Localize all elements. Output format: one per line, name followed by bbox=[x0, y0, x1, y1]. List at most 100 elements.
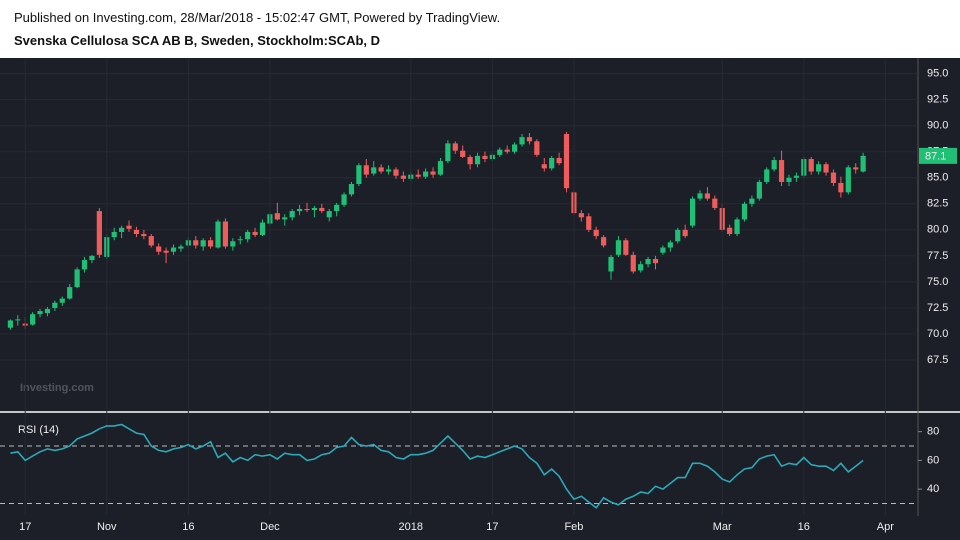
candle-body bbox=[541, 164, 547, 169]
candle-body bbox=[786, 177, 792, 182]
candle-body bbox=[823, 164, 829, 173]
x-tick-label: 16 bbox=[182, 521, 194, 533]
candle-body bbox=[200, 240, 206, 247]
x-tick-label: Feb bbox=[564, 521, 583, 533]
chart: RSI (14) Investing.com 67.5 70.0 72.5 75.0 7… bbox=[0, 58, 960, 540]
candle-body bbox=[141, 234, 147, 237]
candle-body bbox=[460, 150, 466, 157]
candle-body bbox=[534, 141, 540, 155]
y-tick-label: 60 bbox=[927, 454, 939, 466]
candle-body bbox=[52, 302, 58, 308]
candle-body bbox=[356, 165, 362, 185]
candle-body bbox=[756, 181, 762, 199]
candle-body bbox=[608, 256, 614, 272]
candle-body bbox=[193, 240, 199, 246]
header: Published on Investing.com, 28/Mar/2018 … bbox=[0, 0, 960, 58]
candle-body bbox=[467, 156, 473, 165]
candle-body bbox=[170, 247, 177, 252]
candle-body bbox=[7, 320, 13, 328]
y-tick-label: 67.5 bbox=[927, 354, 948, 366]
y-tick-label: 85.0 bbox=[927, 172, 948, 184]
candle-body bbox=[15, 319, 21, 321]
candle-body bbox=[504, 149, 510, 152]
candle-body bbox=[59, 298, 65, 303]
candle-body bbox=[445, 143, 451, 162]
candle-body bbox=[378, 167, 384, 172]
candle-body bbox=[860, 155, 866, 172]
candle-body bbox=[163, 250, 169, 253]
candle-body bbox=[119, 227, 125, 232]
candle-body bbox=[845, 167, 851, 193]
x-tick-label: Dec bbox=[260, 521, 280, 533]
candle-body bbox=[452, 143, 458, 151]
x-tick-label: 16 bbox=[798, 521, 810, 533]
candle-body bbox=[81, 260, 88, 270]
y-tick-label: 77.5 bbox=[927, 250, 948, 262]
candle-body bbox=[371, 167, 377, 174]
candle-body bbox=[296, 209, 303, 212]
candle-body bbox=[437, 161, 444, 175]
candle-body bbox=[400, 175, 406, 179]
candle-body bbox=[652, 258, 659, 264]
candle-body bbox=[593, 229, 599, 237]
candle-body bbox=[304, 209, 310, 211]
x-tick-label: Nov bbox=[97, 521, 117, 533]
candle-body bbox=[222, 221, 229, 247]
candle-body bbox=[311, 207, 318, 211]
chart-background bbox=[0, 58, 960, 540]
candle-body bbox=[808, 159, 814, 172]
candle-body bbox=[252, 231, 258, 236]
symbol-title: Svenska Cellulosa SCA AB B, Sweden, Stoc… bbox=[14, 33, 381, 48]
candle-body bbox=[689, 198, 696, 226]
candle-body bbox=[74, 269, 80, 288]
candle-body bbox=[126, 225, 132, 229]
y-tick-label: 40 bbox=[927, 483, 939, 495]
candle-body bbox=[37, 311, 43, 315]
candle-body bbox=[778, 160, 785, 182]
candle-body bbox=[704, 193, 711, 199]
candle-body bbox=[741, 203, 748, 220]
candle-body bbox=[638, 264, 644, 271]
candle-body bbox=[727, 227, 733, 234]
candle-body bbox=[512, 144, 518, 152]
candle-body bbox=[274, 213, 280, 220]
y-tick-label: 80 bbox=[927, 426, 939, 438]
candle-body bbox=[600, 237, 607, 246]
candle-body bbox=[623, 240, 629, 255]
candle-body bbox=[712, 198, 718, 208]
candle-body bbox=[89, 255, 95, 261]
candle-body bbox=[430, 171, 436, 175]
candle-body bbox=[764, 169, 770, 182]
candle-body bbox=[237, 239, 243, 241]
rsi-line bbox=[10, 423, 864, 509]
y-tick-label: 82.5 bbox=[927, 198, 948, 210]
y-tick-label: 90.0 bbox=[927, 120, 948, 132]
candle-body bbox=[385, 169, 392, 172]
candle-body bbox=[556, 157, 562, 164]
candle-body bbox=[578, 213, 584, 218]
watermark: Investing.com bbox=[20, 382, 94, 394]
y-tick-label: 72.5 bbox=[927, 302, 948, 314]
candle-body bbox=[526, 137, 533, 142]
candle-body bbox=[148, 236, 154, 246]
y-tick-label: 95.0 bbox=[927, 68, 948, 80]
candle-body bbox=[282, 217, 288, 220]
y-tick-label: 92.5 bbox=[927, 94, 948, 106]
rsi-legend: RSI (14) bbox=[18, 424, 59, 436]
candle-body bbox=[563, 134, 570, 189]
candle-body bbox=[111, 231, 117, 238]
last-price-box bbox=[919, 147, 957, 164]
y-tick-label: 80.0 bbox=[927, 224, 948, 236]
candle-body bbox=[423, 171, 429, 177]
x-tick-label: 2018 bbox=[399, 521, 423, 533]
last-price-label: 87.1 bbox=[925, 150, 946, 162]
x-tick-label: 17 bbox=[19, 521, 31, 533]
candle-body bbox=[348, 184, 355, 195]
candle-body bbox=[259, 222, 266, 236]
candle-body bbox=[853, 167, 859, 170]
candle-body bbox=[697, 193, 703, 199]
candle-body bbox=[816, 164, 822, 172]
candle-body bbox=[207, 240, 214, 247]
candle-body bbox=[497, 149, 503, 155]
